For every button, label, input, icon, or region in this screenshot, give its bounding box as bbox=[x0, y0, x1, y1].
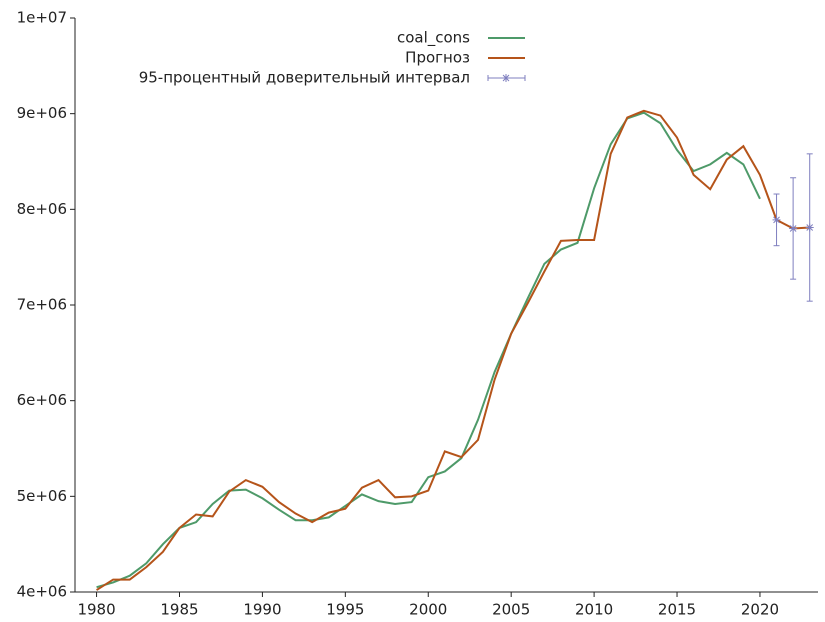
legend-label: 95-процентный доверительный интервал bbox=[139, 69, 470, 87]
x-tick-label: 1985 bbox=[160, 601, 198, 619]
y-tick-label: 8e+06 bbox=[17, 200, 67, 218]
x-tick-label: 2000 bbox=[409, 601, 447, 619]
x-tick-label: 1995 bbox=[326, 601, 364, 619]
y-tick-label: 9e+06 bbox=[17, 104, 67, 122]
line bbox=[96, 109, 810, 591]
x-tick-label: 1990 bbox=[243, 601, 281, 619]
x-tick-label: 2005 bbox=[492, 601, 530, 619]
line bbox=[96, 111, 761, 589]
legend-label: coal_cons bbox=[397, 29, 470, 48]
point bbox=[789, 224, 798, 233]
legend-point bbox=[502, 74, 510, 82]
y-tick-label: 1e+07 bbox=[17, 9, 67, 27]
y-tick-label: 6e+06 bbox=[17, 391, 67, 409]
y-tick-label: 5e+06 bbox=[17, 487, 67, 505]
legend-label: Прогноз bbox=[405, 49, 470, 67]
x-tick-label: 2020 bbox=[741, 601, 779, 619]
x-tick-label: 2015 bbox=[658, 601, 696, 619]
x-tick-label: 2010 bbox=[575, 601, 613, 619]
x-tick-label: 1980 bbox=[77, 601, 115, 619]
y-tick-label: 7e+06 bbox=[17, 296, 67, 314]
point bbox=[805, 223, 814, 232]
point bbox=[772, 215, 781, 224]
y-tick-label: 4e+06 bbox=[17, 583, 67, 601]
